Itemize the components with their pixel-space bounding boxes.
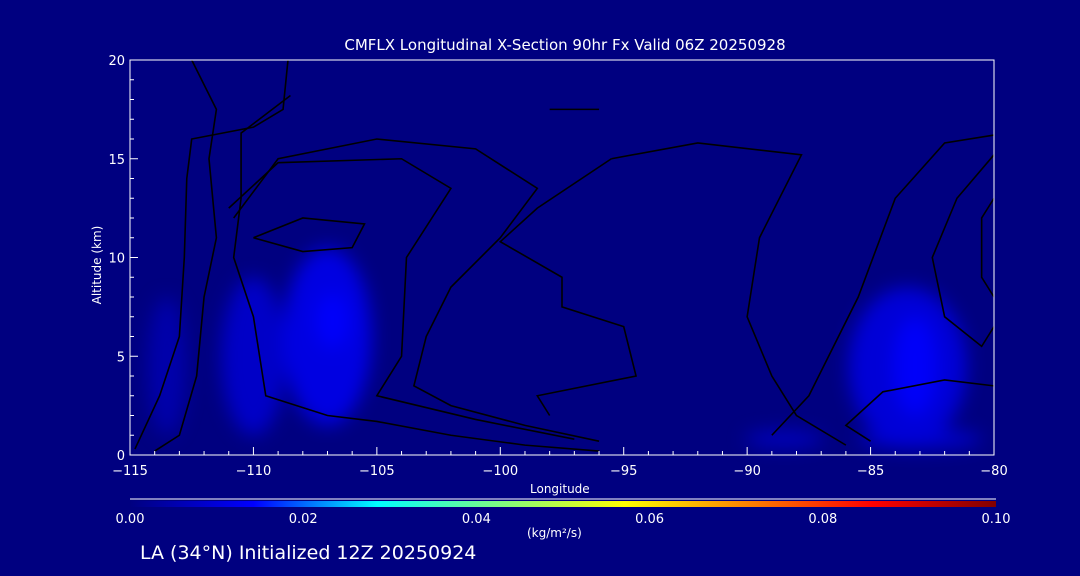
axis-ticks: −115 −110 −105 −100 −95 −90 −85 −80 0 5 10 15 20 bbox=[108, 54, 1007, 479]
contour-line bbox=[232, 94, 600, 452]
filled-region bbox=[315, 293, 350, 349]
contour-line bbox=[134, 59, 289, 450]
filled-contours bbox=[147, 247, 982, 450]
x-tick-label: −80 bbox=[980, 464, 1007, 479]
contour-line bbox=[771, 134, 995, 436]
x-tick-label: −115 bbox=[112, 464, 148, 479]
contour-line bbox=[228, 157, 575, 440]
y-tick-label: 15 bbox=[108, 153, 125, 168]
x-axis-label: Longitude bbox=[530, 482, 590, 496]
colorbar-tick-label: 0.00 bbox=[115, 512, 145, 527]
contour-line bbox=[931, 154, 995, 348]
x-tick-label: −85 bbox=[857, 464, 884, 479]
y-tick-label: 10 bbox=[108, 252, 125, 267]
contour-line bbox=[154, 59, 218, 452]
filled-region bbox=[892, 316, 938, 416]
y-tick-label: 0 bbox=[117, 449, 125, 464]
colorbar-tick-label: 0.02 bbox=[288, 512, 318, 527]
footer-init-label: LA (34°N) Initialized 12Z 20250924 bbox=[140, 542, 477, 564]
contour-line bbox=[233, 138, 600, 442]
colorbar-tick-label: 0.08 bbox=[808, 512, 838, 527]
x-tick-label: −110 bbox=[236, 464, 272, 479]
filled-region bbox=[858, 429, 982, 450]
contour-line bbox=[844, 379, 995, 442]
filled-region bbox=[221, 277, 286, 436]
contour-lines bbox=[134, 59, 995, 452]
colorbar-tick-label: 0.06 bbox=[635, 512, 665, 527]
x-tick-label: −90 bbox=[733, 464, 760, 479]
y-tick-label: 5 bbox=[117, 350, 125, 365]
contour-line bbox=[611, 142, 847, 446]
y-tick-label: 20 bbox=[108, 54, 125, 69]
y-axis-label: Altitude (km) bbox=[90, 225, 104, 305]
contour-line bbox=[980, 197, 995, 298]
x-tick-label: −105 bbox=[359, 464, 395, 479]
x-tick-label: −95 bbox=[610, 464, 637, 479]
x-tick-label: −100 bbox=[482, 464, 518, 479]
filled-region bbox=[744, 431, 824, 448]
colorbar-tick-label: 0.10 bbox=[981, 512, 1011, 527]
chart-title: CMFLX Longitudinal X-Section 90hr Fx Val… bbox=[344, 36, 786, 54]
contour-line bbox=[498, 158, 638, 416]
contour-line bbox=[253, 217, 366, 253]
colorbar bbox=[130, 501, 996, 507]
colorbar-tick-label: 0.04 bbox=[461, 512, 491, 527]
colorbar-units: (kg/m²/s) bbox=[527, 526, 582, 540]
